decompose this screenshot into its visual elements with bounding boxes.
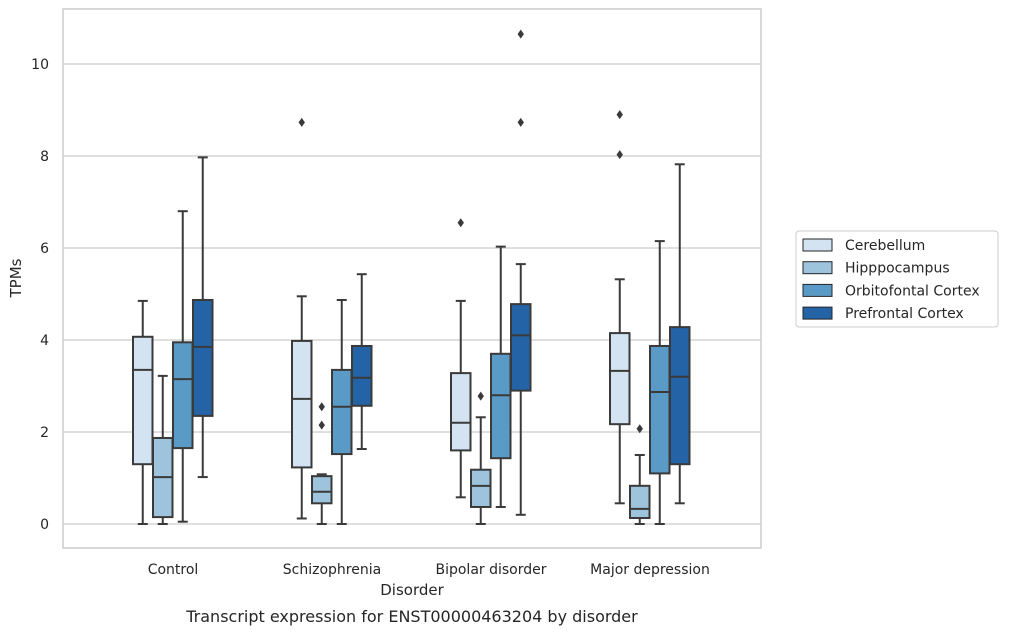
box-orbitofontal-cortex (490, 245, 512, 508)
outlier-point (616, 150, 623, 160)
legend-swatch (802, 238, 833, 252)
box-cerebellum (132, 299, 154, 525)
legend-frame (795, 230, 999, 328)
box-iqr (609, 332, 631, 426)
y-tick-label: 4 (40, 333, 49, 349)
box-iqr (132, 335, 154, 466)
box-iqr (192, 298, 214, 417)
box-iqr (490, 352, 512, 460)
box-orbitofontal-cortex (649, 240, 671, 525)
box-cerebellum (609, 110, 631, 505)
outlier-point (298, 117, 305, 127)
box-cerebellum (291, 117, 313, 520)
box-prefrontal-cortex (192, 156, 214, 479)
y-tick-label: 6 (40, 241, 49, 257)
legend: Cerebellum Hipppocampus Orbitofontal Corte… (795, 230, 999, 328)
outlier-point (517, 117, 524, 127)
figure-caption: Transcript expression for ENST0000046320… (185, 607, 638, 626)
x-tick-label: Schizophrenia (283, 562, 381, 578)
y-tick-label: 8 (40, 149, 49, 165)
boxes (132, 29, 691, 525)
box-hipppocampus (152, 374, 174, 525)
x-tick-label: Bipolar disorder (435, 562, 546, 578)
box-iqr (470, 468, 492, 508)
y-tick-label: 0 (40, 517, 49, 533)
box-iqr (291, 339, 313, 469)
box-iqr (172, 341, 194, 450)
box-prefrontal-cortex (669, 163, 691, 505)
box-hipppocampus (470, 391, 492, 525)
outlier-point (616, 110, 623, 120)
outlier-point (636, 424, 643, 434)
outlier-point (457, 218, 464, 228)
legend-label: Hipppocampus (845, 261, 950, 277)
outlier-point (477, 391, 484, 401)
legend-label: Cerebellum (845, 238, 925, 254)
y-tick-label: 2 (40, 425, 49, 441)
legend-label: Prefrontal Cortex (845, 306, 964, 322)
box-prefrontal-cortex (351, 273, 373, 451)
y-axis-title: TPMs (7, 258, 25, 298)
box-orbitofontal-cortex (172, 210, 194, 523)
box-iqr (629, 484, 651, 520)
box-orbitofontal-cortex (331, 298, 353, 525)
box-hipppocampus (629, 424, 651, 525)
x-tick-label: Control (148, 562, 199, 578)
outlier-point (318, 402, 325, 412)
y-tick-label: 10 (31, 57, 49, 73)
legend-swatch (802, 261, 833, 275)
box-iqr (311, 475, 333, 505)
x-axis-title: Disorder (380, 581, 444, 599)
box-hipppocampus (311, 402, 333, 525)
legend-label: Orbitofontal Cortex (845, 283, 980, 299)
box-prefrontal-cortex (510, 29, 532, 516)
legend-swatch (802, 283, 833, 297)
x-tick-label: Major depression (590, 562, 710, 578)
legend-swatch (802, 306, 833, 320)
outlier-point (517, 29, 524, 39)
box-iqr (669, 326, 691, 466)
outlier-point (318, 420, 325, 430)
x-tick-labels: Control Schizophrenia Bipolar disorder Majo… (148, 562, 710, 578)
box-cerebellum (450, 218, 472, 499)
box-iqr (649, 344, 671, 475)
box-iqr (450, 372, 472, 452)
plot-area (62, 8, 762, 549)
y-tick-labels: 0 2 4 6 8 10 (31, 57, 49, 533)
box-iqr (351, 344, 373, 407)
box-iqr (510, 303, 532, 392)
box-iqr (331, 368, 353, 456)
